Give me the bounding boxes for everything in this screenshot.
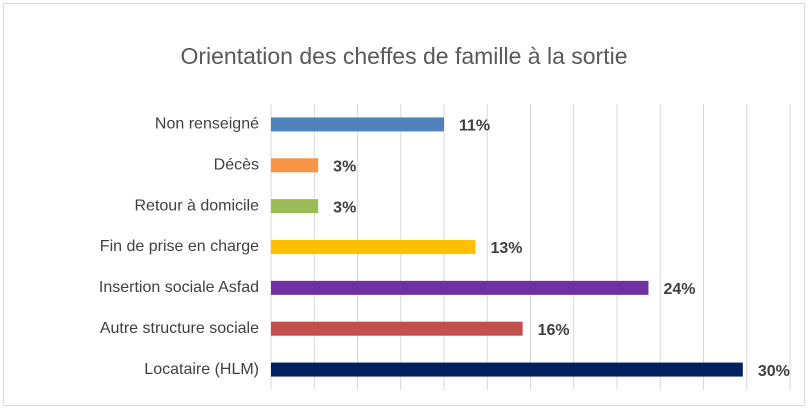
data-label: 3% [333, 199, 356, 216]
y-tick-label: Fin de prise en charge [100, 238, 259, 255]
bar [271, 117, 444, 132]
data-label: 30% [758, 363, 790, 380]
data-label: 16% [538, 322, 570, 339]
bar [271, 199, 319, 214]
bar [271, 158, 319, 173]
y-tick-label: Non renseigné [155, 116, 259, 133]
bar [271, 280, 649, 295]
bar [271, 362, 743, 377]
y-tick-label: Décès [214, 157, 259, 174]
chart-frame [3, 3, 805, 406]
y-tick-label: Locataire (HLM) [144, 361, 259, 378]
y-tick-label: Insertion sociale Asfad [99, 279, 259, 296]
bar [271, 321, 523, 336]
data-label: 13% [490, 240, 522, 257]
y-tick-label: Autre structure sociale [100, 320, 259, 337]
bar [271, 240, 476, 254]
data-label: 11% [459, 118, 490, 135]
data-label: 24% [663, 281, 695, 298]
y-tick-label: Retour à domicile [135, 197, 260, 214]
chart-title: Orientation des cheffes de famille à la … [180, 43, 627, 69]
data-label: 3% [333, 159, 356, 176]
